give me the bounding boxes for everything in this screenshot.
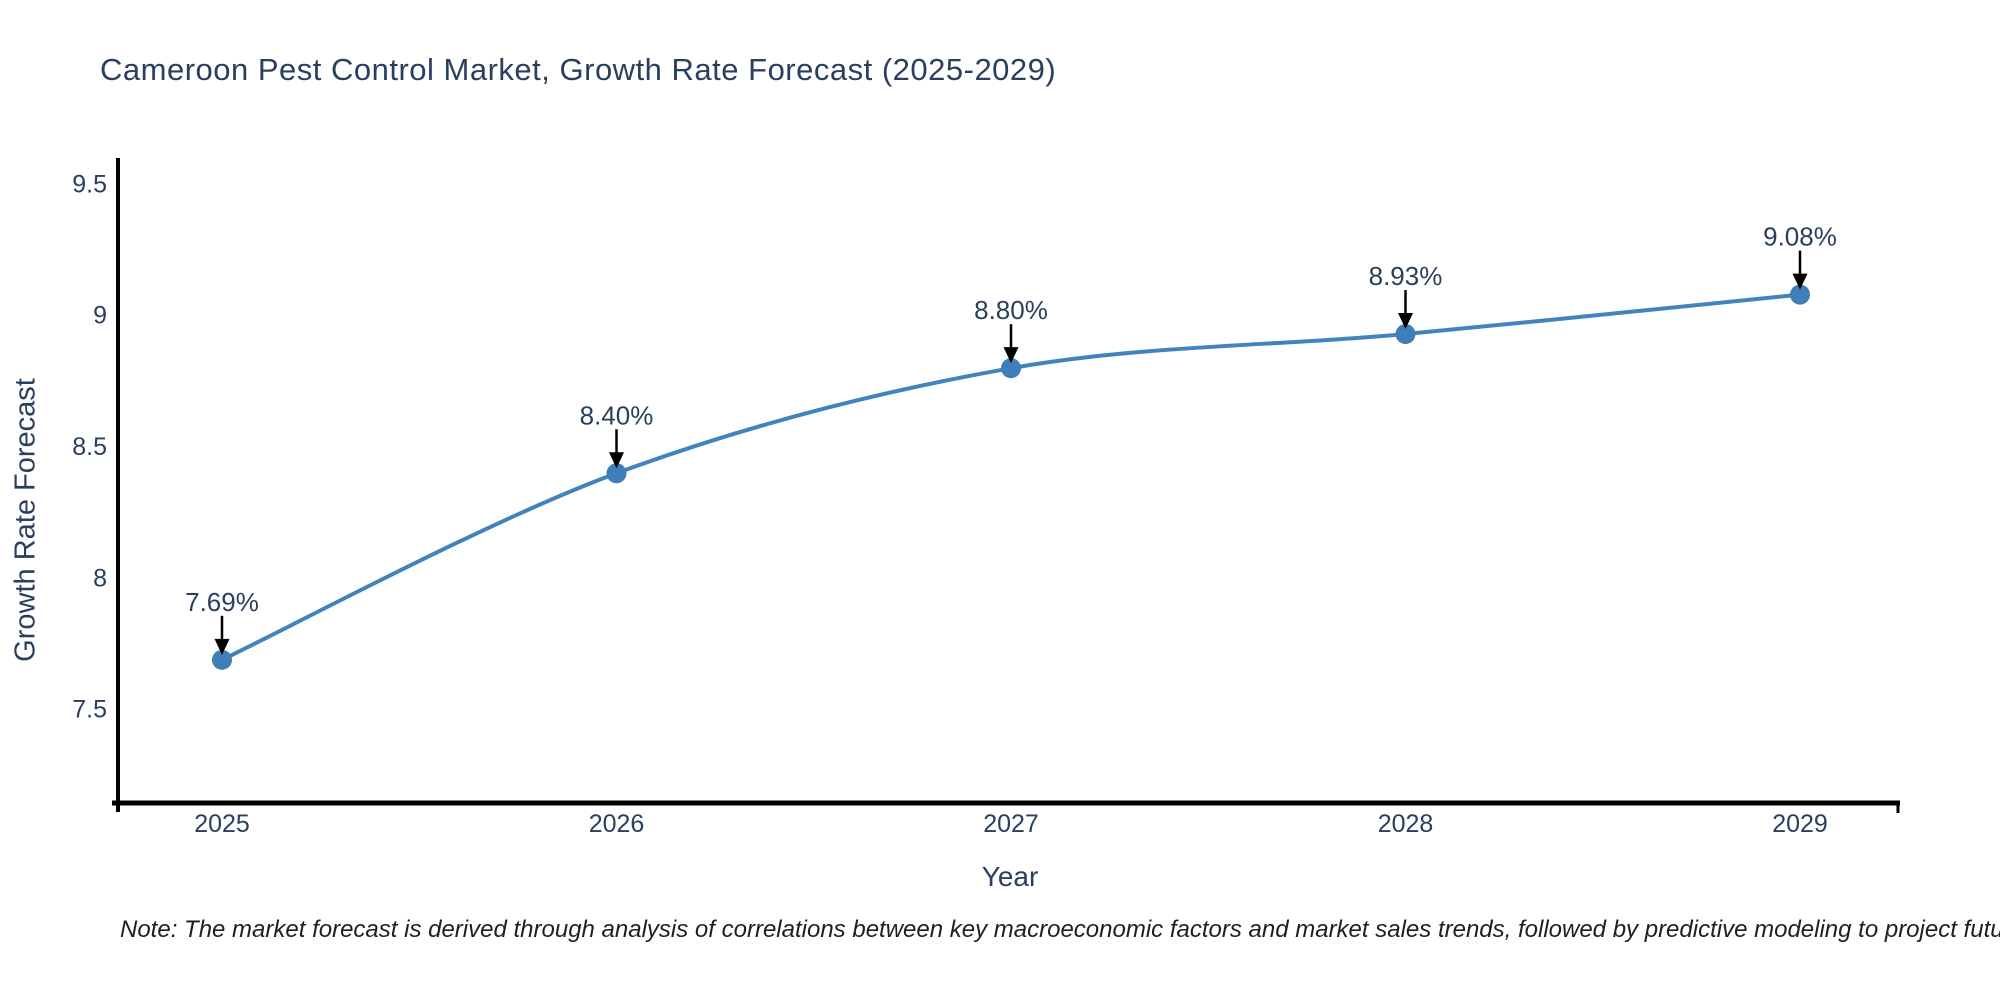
annotation-arrow-head [1398, 313, 1413, 330]
x-tick-label: 2028 [1378, 810, 1434, 838]
y-tick-label: 8.5 [72, 433, 107, 461]
data-label: 9.08% [1763, 222, 1837, 252]
y-tick-label: 8 [93, 564, 107, 592]
x-axis-title: Year [981, 861, 1039, 892]
annotation-arrow-head [1792, 273, 1808, 290]
y-tick-label: 7.5 [72, 696, 107, 724]
x-tick-label: 2029 [1772, 810, 1828, 838]
y-tick-label: 9 [93, 302, 107, 330]
x-tick-label: 2027 [983, 810, 1039, 838]
data-point-marker [606, 463, 627, 484]
data-point-marker [1790, 284, 1810, 305]
y-tick-label: 9.5 [72, 170, 107, 198]
data-point-marker [1395, 324, 1416, 345]
data-point-marker [212, 649, 232, 670]
x-tick-label: 2025 [194, 810, 250, 838]
annotation-arrow-head [609, 452, 624, 469]
annotation-arrow-head [214, 638, 230, 655]
data-label: 7.69% [185, 587, 259, 617]
footnote: Note: The market forecast is derived thr… [120, 916, 2000, 943]
x-tick-label: 2026 [589, 810, 645, 838]
annotation-arrow-head [1003, 347, 1019, 364]
data-label: 8.40% [580, 400, 654, 430]
data-label: 8.80% [974, 295, 1048, 325]
data-label: 8.93% [1369, 261, 1443, 291]
data-point-marker [1001, 358, 1021, 379]
chart-title: Cameroon Pest Control Market, Growth Rat… [100, 52, 1057, 87]
